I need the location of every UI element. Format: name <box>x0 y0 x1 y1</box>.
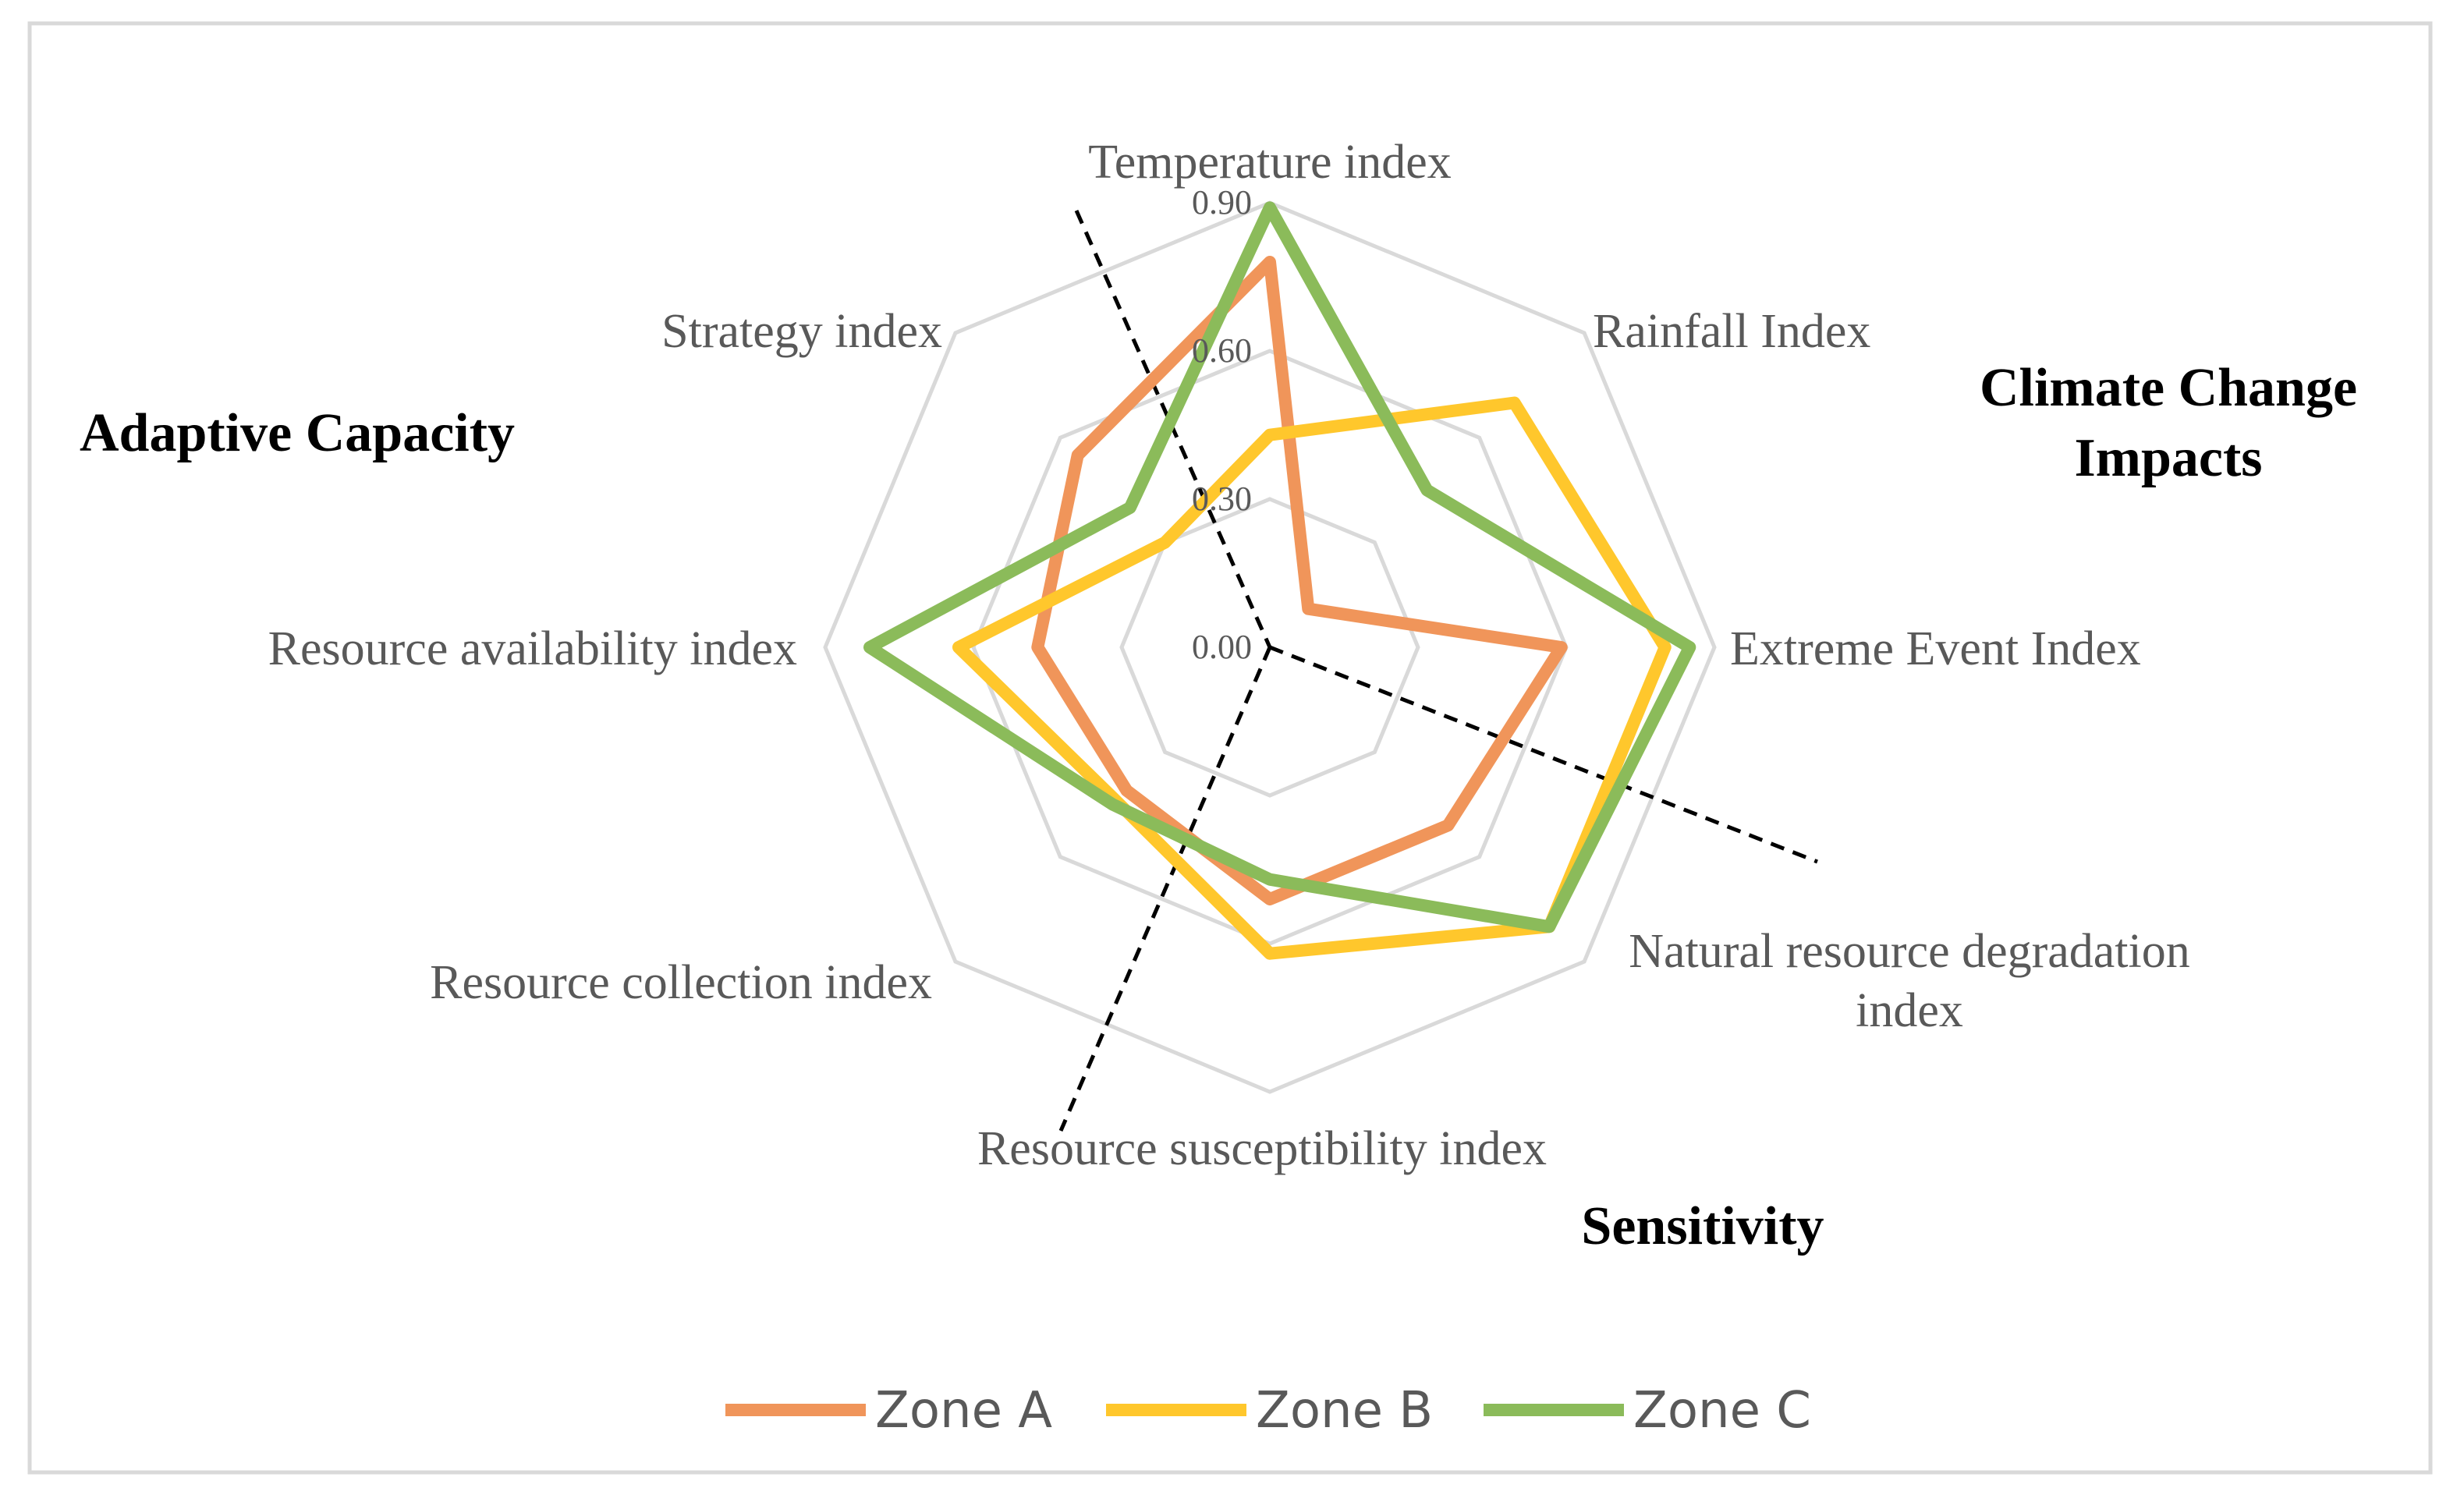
axis-label-resource-collection-index: Resource collection index <box>430 956 932 1009</box>
axis-label-natural-resource-degradation-index: Natural resource degradation index <box>1629 925 2190 1037</box>
tick-label: 0.60 <box>1192 331 1252 370</box>
group-label-climate-change-impacts: Climate Change Impacts <box>1980 358 2357 488</box>
group-label-layer: Adaptive Capacity Climate Change Impacts Se… <box>80 358 2357 1256</box>
section-divider-2 <box>1058 646 1272 1132</box>
axis-label-resource-susceptibility-index: Resource susceptibility index <box>977 1122 1547 1175</box>
series-line-zone-c <box>863 201 1696 933</box>
axis-label-rainfall-index: Rainfall Index <box>1593 305 1870 358</box>
grid-ring-1 <box>1119 497 1420 798</box>
axis-label-layer: Temperature index Rainfall Index Extreme E… <box>268 136 2190 1175</box>
chart-border <box>27 21 2433 1475</box>
series-layer <box>863 201 1696 960</box>
legend-label-zone-c: Zone C <box>1633 1382 1811 1440</box>
axis-label-temperature-index: Temperature index <box>1088 136 1452 189</box>
grid-ring-2 <box>971 349 1569 946</box>
axis-label-resource-availability-index: Resource availability index <box>268 622 797 675</box>
group-label-adaptive-capacity: Adaptive Capacity <box>80 403 515 463</box>
series-line-zone-a <box>1031 256 1568 905</box>
legend: Zone A Zone B Zone C <box>725 1382 1811 1440</box>
tick-layer: 0.00 0.30 0.60 0.90 <box>1192 183 1252 666</box>
tick-label: 0.30 <box>1192 480 1252 518</box>
grid-ring-3 <box>823 200 1717 1094</box>
series-line-zone-b <box>952 396 1672 960</box>
legend-label-zone-a: Zone A <box>875 1382 1052 1440</box>
grid-layer <box>823 200 1717 1094</box>
tick-label: 0.00 <box>1192 628 1252 666</box>
legend-label-zone-b: Zone B <box>1256 1382 1433 1440</box>
section-divider-1 <box>1269 645 1818 864</box>
group-label-sensitivity: Sensitivity <box>1581 1196 1824 1256</box>
tick-label: 0.90 <box>1192 183 1252 221</box>
axis-label-strategy-index: Strategy index <box>661 305 942 358</box>
axis-label-extreme-event-index: Extreme Event Index <box>1730 622 2141 675</box>
